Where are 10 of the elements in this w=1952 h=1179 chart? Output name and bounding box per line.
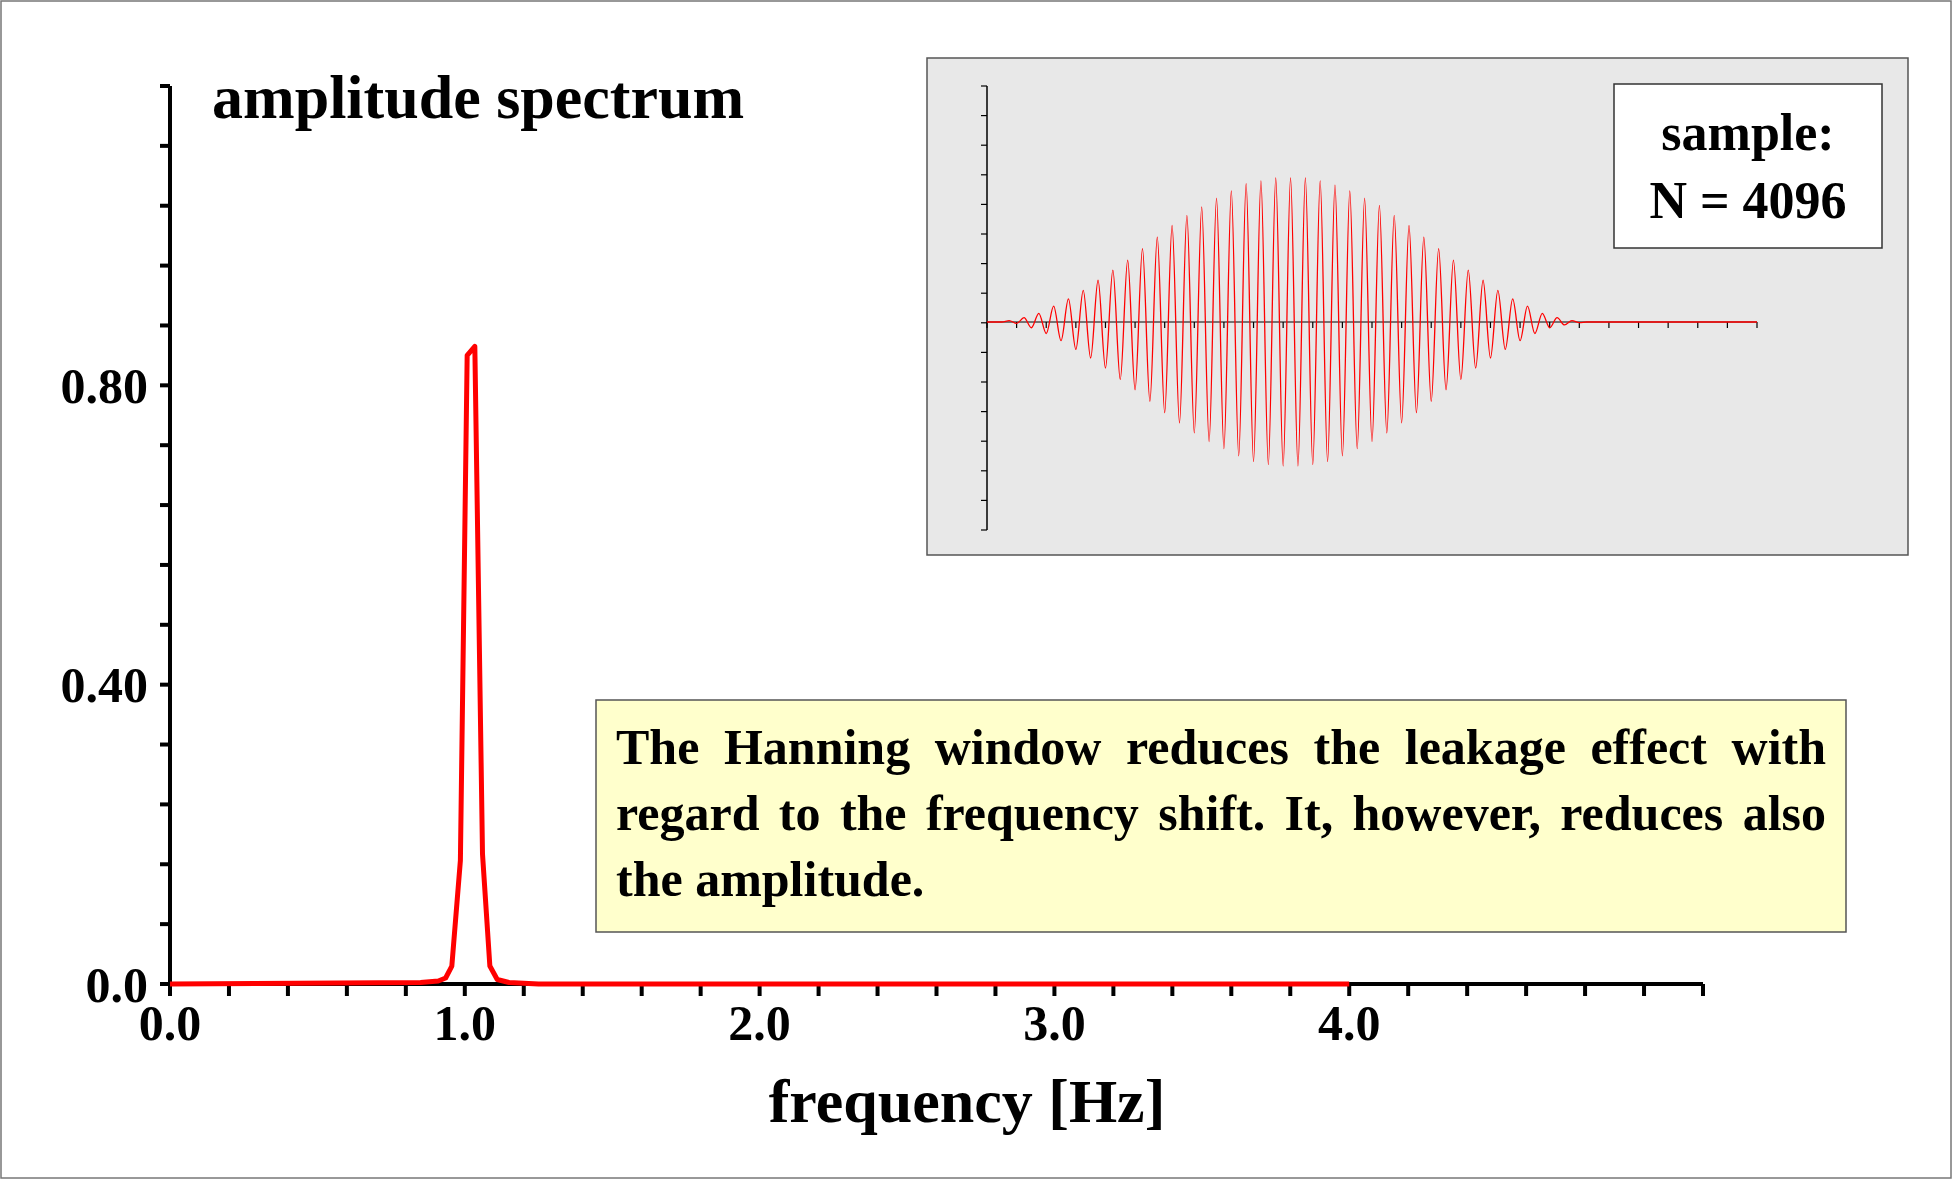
y-tick-label: 0.40: [60, 657, 148, 714]
annotation: The Hanning window reduces the leakage effect with regard to the frequency shift. It, however, reduces also the amplitude.: [615, 718, 1827, 909]
x-tick-label: 4.0: [1317, 995, 1381, 1051]
x-tick-label: 1.0: [433, 995, 497, 1051]
x-tick-label: 2.0: [728, 995, 791, 1051]
annotation: sample: N = 4096: [1649, 104, 1847, 229]
x-tick-label: 3.0: [1023, 995, 1086, 1051]
chart-title: amplitude spectrum: [212, 63, 745, 131]
x-axis-title: frequency [Hz]: [768, 1067, 1166, 1135]
y-tick-label: 0.80: [60, 357, 148, 414]
